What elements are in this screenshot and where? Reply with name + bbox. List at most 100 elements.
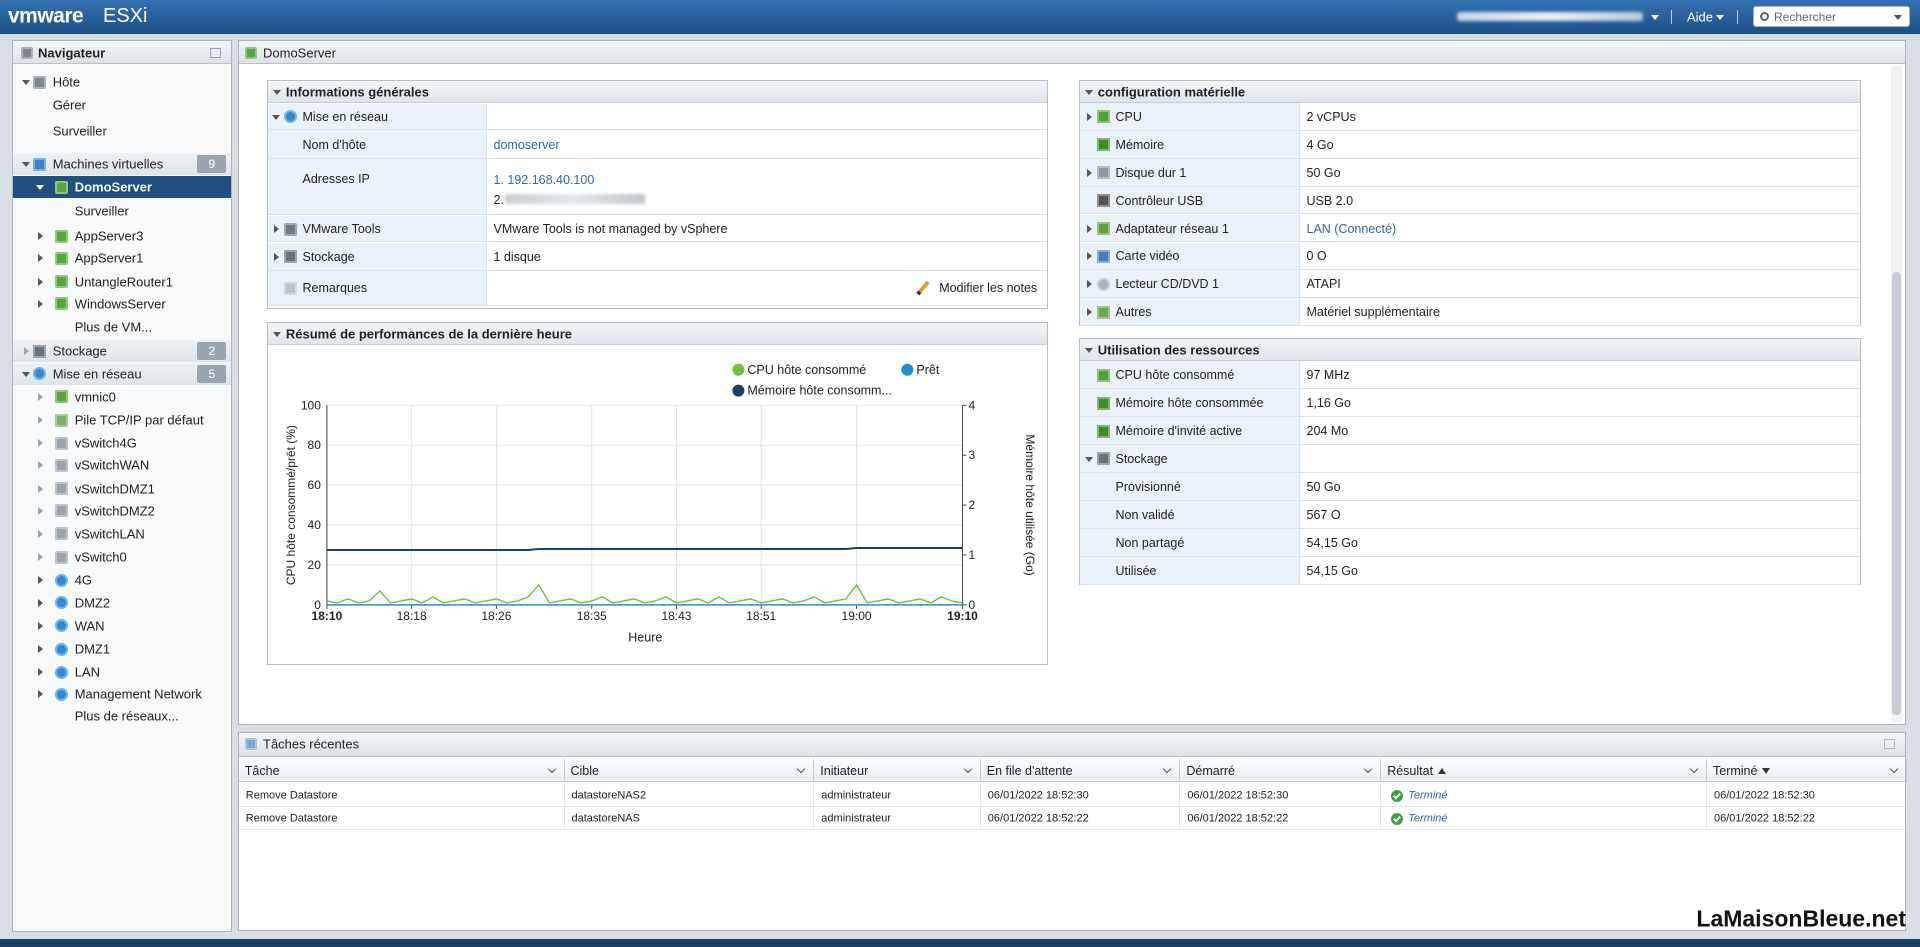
collapse-button[interactable] xyxy=(210,48,221,58)
value-cell xyxy=(1300,215,1861,243)
nav-item[interactable]: Stockage xyxy=(52,343,107,359)
expander[interactable] xyxy=(273,252,279,261)
nav-item[interactable]: Plus de VM... xyxy=(74,319,152,335)
expander[interactable] xyxy=(1086,280,1092,289)
help-menu[interactable]: Aide xyxy=(1687,9,1714,25)
expander[interactable] xyxy=(38,277,44,286)
column-header[interactable]: Cible xyxy=(571,759,809,782)
row-value[interactable]: LAN (Connecté) xyxy=(1306,221,1397,236)
column-divider xyxy=(1179,759,1181,782)
column-header[interactable]: En file d'attente xyxy=(987,759,1175,782)
expander[interactable] xyxy=(1084,89,1093,95)
expander[interactable] xyxy=(38,232,44,241)
expander[interactable] xyxy=(1084,348,1093,353)
nav-item[interactable]: vmnic0 xyxy=(74,389,116,405)
expander[interactable] xyxy=(1086,112,1092,121)
expander[interactable] xyxy=(1894,15,1902,20)
expander[interactable] xyxy=(38,254,44,263)
expander[interactable] xyxy=(38,598,44,607)
expander[interactable] xyxy=(38,553,44,562)
expander[interactable] xyxy=(36,185,45,191)
nav-item[interactable]: vSwitchWAN xyxy=(74,457,150,473)
expander[interactable] xyxy=(1084,456,1093,462)
nav-item[interactable]: DomoServer xyxy=(74,179,152,195)
expander[interactable] xyxy=(272,332,281,337)
expander[interactable] xyxy=(1086,308,1092,317)
nav-item[interactable]: vSwitchDMZ2 xyxy=(74,503,155,519)
nav-item[interactable]: Machines virtuelles xyxy=(52,156,164,172)
expander[interactable] xyxy=(273,225,279,233)
expander[interactable] xyxy=(38,392,44,401)
icon xyxy=(55,436,69,450)
nav-item[interactable]: vSwitch4G xyxy=(74,435,137,451)
expander[interactable] xyxy=(21,371,30,377)
expander[interactable] xyxy=(38,645,44,653)
row-label: Mémoire hôte consommée xyxy=(1115,395,1264,410)
nav-item[interactable]: vSwitch0 xyxy=(74,549,127,565)
expander[interactable] xyxy=(38,461,44,470)
expander[interactable] xyxy=(1086,168,1092,177)
expander[interactable] xyxy=(38,484,44,493)
expander[interactable] xyxy=(23,347,29,356)
edit-notes[interactable]: Modifier les notes xyxy=(939,280,1038,295)
nav-item[interactable]: vSwitchLAN xyxy=(74,526,145,542)
row-label: Autres xyxy=(1115,304,1152,319)
column-header[interactable]: Résultat xyxy=(1387,759,1701,782)
nav-item[interactable]: Pile TCP/IP par défaut xyxy=(74,412,204,428)
expander[interactable] xyxy=(38,668,44,677)
value-cell xyxy=(487,130,1048,160)
expander[interactable] xyxy=(38,439,44,448)
nav-item[interactable]: Mise en réseau xyxy=(52,366,142,381)
collapse-button[interactable] xyxy=(1884,739,1895,749)
nav-badge: 5 xyxy=(197,364,227,383)
column-header[interactable]: Initiateur xyxy=(820,759,975,782)
expander[interactable] xyxy=(21,80,30,85)
nav-item[interactable]: Surveiller xyxy=(52,123,107,139)
status-ok xyxy=(1391,789,1404,802)
search-box[interactable]: Rechercher xyxy=(1753,6,1910,27)
expander[interactable] xyxy=(38,576,44,585)
expander[interactable] xyxy=(38,299,44,308)
nav-item[interactable]: DMZ2 xyxy=(74,595,111,610)
expander[interactable] xyxy=(38,416,44,424)
nav-item[interactable]: 4G xyxy=(74,572,93,588)
nav-item[interactable]: WindowsServer xyxy=(74,296,166,312)
expander[interactable] xyxy=(272,89,281,95)
nav-item[interactable]: DMZ1 xyxy=(74,641,111,657)
column-header[interactable]: Tâche xyxy=(245,759,559,782)
value-cell xyxy=(487,159,1048,216)
expander[interactable] xyxy=(1651,15,1659,20)
nav-item[interactable]: Management Network xyxy=(74,686,202,702)
nav-item[interactable]: vSwitchDMZ1 xyxy=(74,481,155,497)
icon xyxy=(55,180,69,194)
expander[interactable] xyxy=(1086,252,1092,261)
nav-item[interactable]: Hôte xyxy=(52,74,81,90)
expander[interactable] xyxy=(38,621,44,630)
nav-item[interactable]: AppServer1 xyxy=(74,250,144,266)
expander[interactable] xyxy=(38,506,44,515)
expander[interactable] xyxy=(21,162,30,168)
card-header xyxy=(267,80,1048,103)
row-label: Mémoire d'invité active xyxy=(1115,423,1243,438)
column-header[interactable]: Démarré xyxy=(1186,759,1375,782)
expander[interactable] xyxy=(1086,224,1092,233)
column-header[interactable]: Terminé xyxy=(1713,759,1901,782)
expander[interactable] xyxy=(1716,15,1724,20)
nav-item[interactable]: LAN xyxy=(74,664,100,680)
row-value[interactable]: domoserver xyxy=(493,137,560,152)
expander[interactable] xyxy=(271,114,280,120)
value-cell xyxy=(1300,103,1861,131)
nav-item[interactable]: Plus de réseaux... xyxy=(74,708,179,724)
nav-item[interactable]: Gérer xyxy=(52,97,86,113)
task-cell[interactable]: Terminé xyxy=(1408,789,1448,801)
nav-item[interactable]: AppServer3 xyxy=(74,228,144,244)
expander[interactable] xyxy=(38,690,44,699)
scrollbar-thumb[interactable] xyxy=(1892,272,1901,715)
expander[interactable] xyxy=(38,529,44,538)
nav-item[interactable]: Surveiller xyxy=(74,203,129,219)
nav-item[interactable]: WAN xyxy=(74,618,105,634)
icon xyxy=(55,482,69,496)
nav-item[interactable]: UntangleRouter1 xyxy=(74,274,173,290)
row-value[interactable]: 1. 192.168.40.100 xyxy=(493,172,595,187)
task-cell[interactable]: Terminé xyxy=(1408,812,1448,824)
